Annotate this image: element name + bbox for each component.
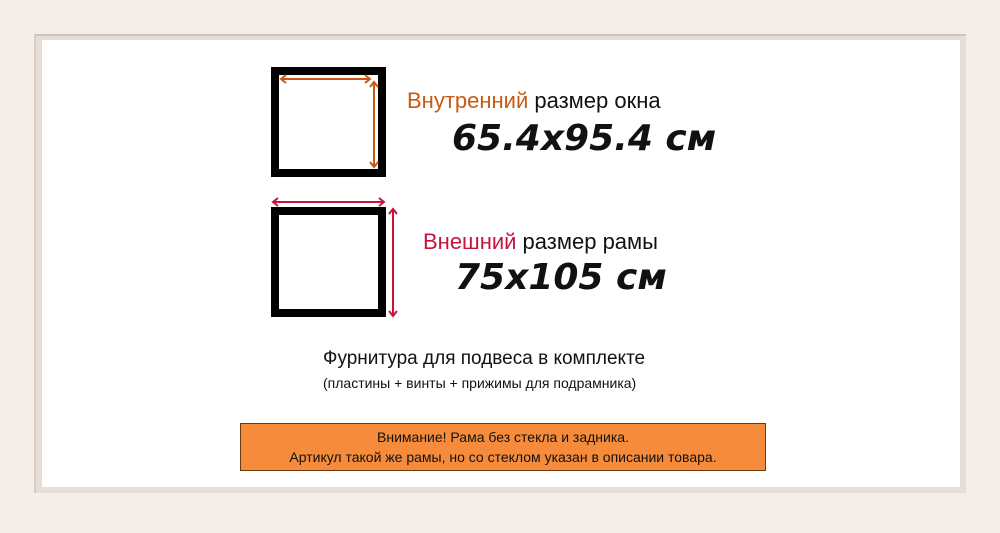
notice-box: Внимание! Рама без стекла и задника. Арт… xyxy=(240,423,766,471)
hardware-subtitle: (пластины + винты + прижимы для подрамни… xyxy=(323,375,637,391)
outer-size-label: Внешний размер рамы xyxy=(423,229,658,255)
inner-size-value: 65.4x95.4 см xyxy=(452,118,717,159)
hardware-title: Фурнитура для подвеса в комплекте xyxy=(323,348,646,369)
inner-arrows-icon xyxy=(279,74,379,169)
notice-line-2: Артикул такой же рамы, но со стеклом ука… xyxy=(289,449,717,465)
outer-size-square-icon xyxy=(271,207,386,317)
outer-size-highlight: Внешний xyxy=(423,229,517,254)
outer-size-label-rest: размер рамы xyxy=(516,229,658,254)
outer-arrows-icon xyxy=(271,197,398,318)
inner-size-highlight: Внутренний xyxy=(407,88,529,113)
inner-size-label-rest: размер окна xyxy=(528,88,661,113)
notice-line-1: Внимание! Рама без стекла и задника. xyxy=(377,429,629,445)
inner-size-label: Внутренний размер окна xyxy=(407,88,661,114)
inner-size-square-icon xyxy=(271,67,386,177)
frame-window xyxy=(42,40,960,487)
outer-size-value: 75x105 см xyxy=(455,257,667,298)
